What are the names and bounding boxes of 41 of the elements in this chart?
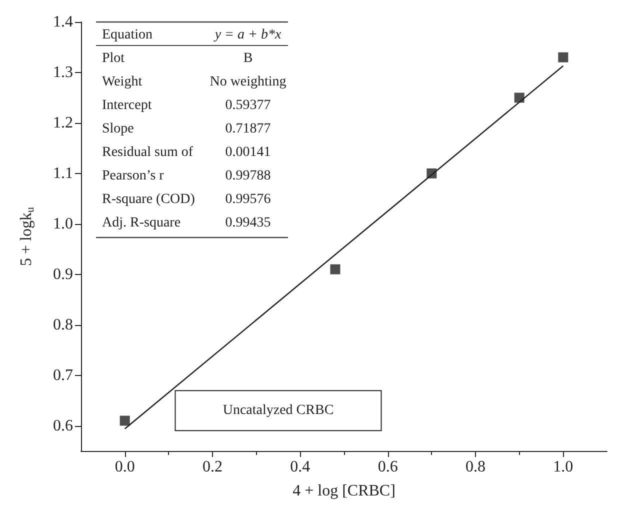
x-tick-label: 1.0 [553, 458, 574, 476]
y-tick-label: 1.0 [53, 215, 73, 232]
annotation: Uncatalyzed CRBC [222, 403, 334, 418]
x-tick-label: 0.8 [466, 458, 486, 476]
annotation: Slope [102, 121, 134, 136]
annotation: 0.99788 [225, 168, 271, 184]
y-tick-label: 1.2 [53, 114, 73, 132]
point [514, 92, 524, 103]
point [330, 264, 340, 274]
annotation: Equation [102, 27, 153, 42]
annotation: Weight [102, 74, 142, 90]
y-tick-label: 1.1 [53, 164, 73, 182]
annotation: Pearson’s r [102, 168, 164, 184]
annotation: Residual sum of [102, 144, 194, 160]
annotation: Intercept [102, 98, 152, 113]
x-tick-label: 0.6 [378, 458, 398, 476]
annotation: R-square (COD) [102, 192, 196, 207]
point [426, 168, 437, 178]
annotation: 0.71877 [225, 121, 271, 136]
y-tick-label: 0.7 [53, 366, 73, 384]
annotation: B [243, 50, 253, 66]
annotation: 0.00141 [225, 144, 271, 160]
annotation: Adj. R-square [102, 215, 181, 230]
annotation: No weighting [210, 74, 286, 90]
y-axis-title: 5 + logku [18, 206, 36, 266]
point [120, 416, 130, 426]
point [558, 52, 568, 62]
y-tick-label: 0.8 [53, 316, 73, 334]
annotation: 0.99576 [225, 192, 271, 207]
annotation: 0.99435 [225, 215, 271, 230]
x-tick-label: 0.0 [114, 458, 135, 476]
x-tick-label: 0.2 [202, 458, 222, 476]
y-tick-label: 1.4 [53, 14, 73, 30]
y-tick-label: 0.6 [53, 417, 73, 434]
x-tick-label: 0.4 [290, 458, 310, 476]
annotation: y = a + b*x [212, 27, 282, 42]
annotation: Plot [102, 50, 125, 66]
annotation: 0.59377 [225, 98, 271, 113]
y-tick-label: 1.3 [53, 64, 73, 81]
x-axis-title: 4 + log [CRBC] [292, 482, 396, 500]
y-tick-label: 0.9 [53, 266, 73, 283]
